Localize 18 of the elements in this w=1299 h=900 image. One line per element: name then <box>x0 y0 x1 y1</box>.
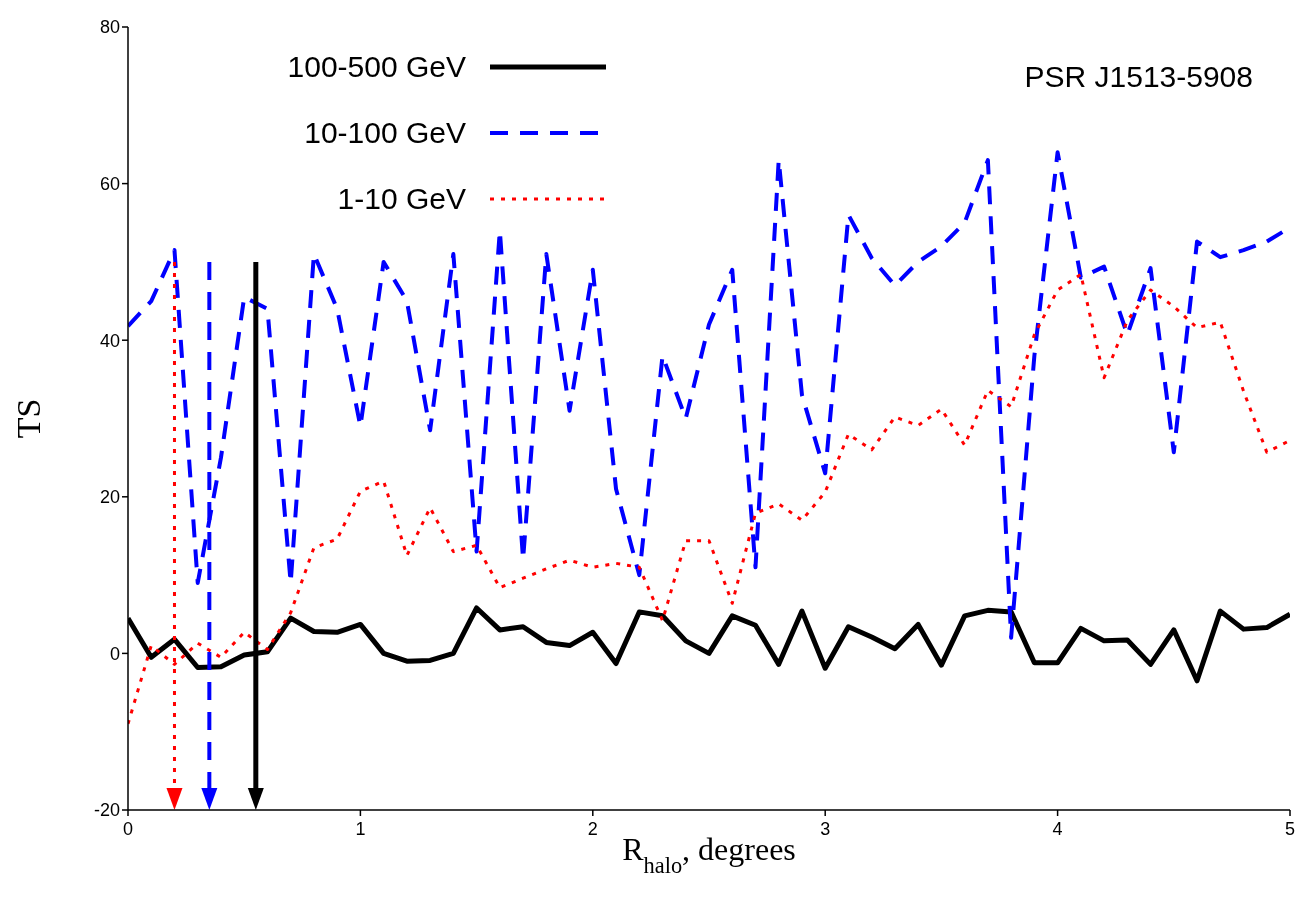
x-tick-label: 2 <box>587 818 598 839</box>
annotation: PSR J1513-5908 <box>1024 60 1253 94</box>
legend-label: 100-500 GeV <box>287 50 466 84</box>
x-tick-label: 5 <box>1284 818 1296 839</box>
x-tick-label: 3 <box>820 818 831 839</box>
y-tick-label: 20 <box>99 487 120 508</box>
y-axis-title: TS <box>10 398 48 439</box>
x-tick-label: 4 <box>1052 818 1063 839</box>
y-tick-label: 40 <box>99 330 120 351</box>
legend-label: 1-10 GeV <box>337 182 466 216</box>
x-tick-label: 0 <box>122 818 134 839</box>
x-tick-label: 1 <box>355 818 366 839</box>
y-tick-label: -20 <box>93 800 120 821</box>
legend-label: 10-100 GeV <box>304 116 466 150</box>
y-tick-label: 80 <box>99 17 120 38</box>
y-tick-label: 0 <box>109 643 120 664</box>
y-tick-label: 60 <box>99 173 120 194</box>
x-axis-title: R$_{halo}$, degrees <box>622 831 796 878</box>
